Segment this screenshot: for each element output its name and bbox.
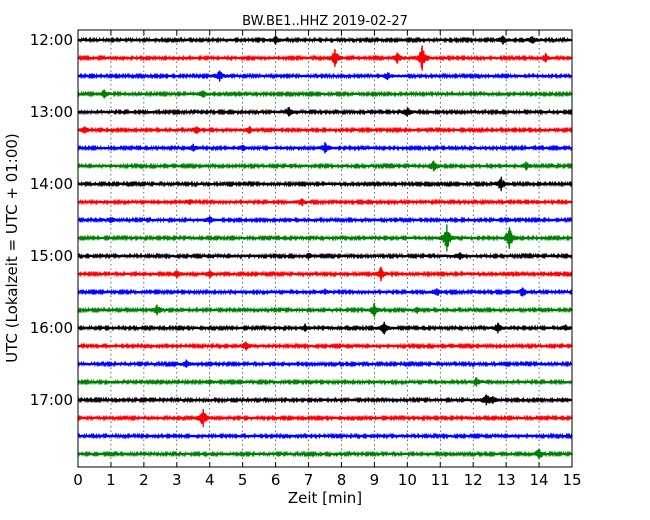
trace-16:30	[77, 359, 573, 368]
x-tick-label-15: 15	[562, 471, 581, 489]
trace-waveform	[77, 359, 573, 368]
trace-13:00	[77, 106, 573, 117]
trace-14:45	[77, 224, 573, 252]
trace-12:30	[77, 70, 573, 82]
x-tick-label-12: 12	[464, 471, 483, 489]
trace-waveform	[77, 89, 573, 98]
x-tick-label-1: 1	[106, 471, 116, 489]
x-axis-label: Zeit [min]	[288, 489, 362, 507]
x-tick-label-10: 10	[398, 471, 417, 489]
grid	[110, 30, 540, 467]
x-tick-label-14: 14	[530, 471, 549, 489]
trace-13:15	[77, 126, 573, 134]
y-tick-label-14:00: 14:00	[30, 175, 73, 193]
trace-17:45	[77, 448, 573, 460]
trace-waveform	[77, 395, 573, 404]
trace-waveform	[77, 36, 573, 45]
trace-16:15	[77, 341, 573, 351]
x-tick-label-11: 11	[431, 471, 450, 489]
x-tick-label-6: 6	[271, 471, 281, 489]
x-tick-label-8: 8	[337, 471, 347, 489]
plot-frame	[77, 29, 573, 468]
x-tick-label-13: 13	[497, 471, 516, 489]
y-tick-label-17:00: 17:00	[30, 391, 73, 409]
trace-waveform	[77, 411, 573, 424]
trace-14:15	[77, 198, 573, 206]
trace-15:15	[77, 266, 573, 282]
trace-17:00	[77, 394, 573, 406]
trace-17:30	[77, 432, 573, 440]
trace-13:30	[77, 142, 573, 154]
trace-16:00	[77, 321, 573, 335]
trace-15:00	[77, 252, 573, 260]
trace-15:30	[77, 287, 573, 297]
x-tick-label-3: 3	[172, 471, 182, 489]
x-tick-label-5: 5	[238, 471, 248, 489]
x-tick-label-4: 4	[205, 471, 215, 489]
trace-12:00	[77, 35, 573, 45]
trace-12:45	[77, 89, 573, 99]
traces	[77, 35, 573, 460]
x-tick-label-0: 0	[73, 471, 83, 489]
y-tick-label-16:00: 16:00	[30, 319, 73, 337]
y-axis: 12:00 13:00 14:00 15:00 16:00 17:00	[30, 31, 572, 409]
y-tick-label-15:00: 15:00	[30, 247, 73, 265]
x-tick-label-2: 2	[139, 471, 149, 489]
trace-15:45	[77, 302, 573, 318]
y-axis-label: UTC (Lokalzeit = UTC + 01:00)	[3, 133, 21, 363]
chart-title: BW.BE1..HHZ 2019-02-27	[242, 14, 408, 29]
y-tick-label-13:00: 13:00	[30, 103, 73, 121]
trace-12:15	[77, 45, 573, 71]
trace-14:30	[77, 216, 573, 224]
x-tick-label-7: 7	[304, 471, 314, 489]
trace-waveform	[77, 178, 573, 190]
trace-13:45	[77, 160, 573, 172]
trace-16:45	[77, 377, 573, 387]
trace-17:15	[77, 409, 573, 427]
trace-14:00	[77, 176, 573, 192]
y-tick-label-12:00: 12:00	[30, 31, 73, 49]
x-tick-label-9: 9	[370, 471, 380, 489]
x-axis: 0 1 2 3 4 5 6 7 8 9 10 11 12 13 14 15	[73, 30, 582, 489]
